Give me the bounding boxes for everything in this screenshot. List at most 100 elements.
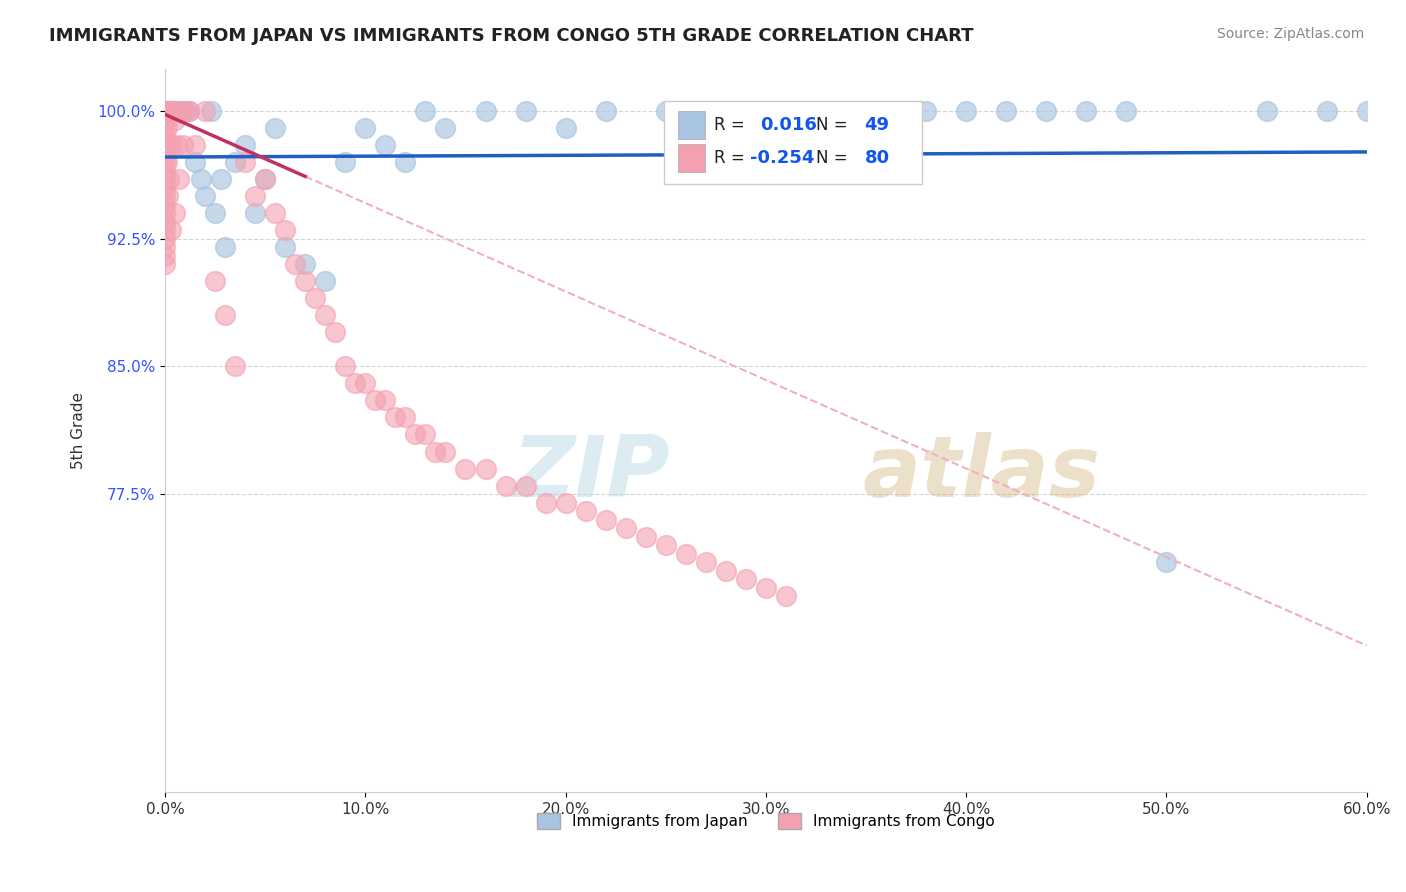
Point: [153, 180, 176, 194]
Point: [157, 104, 180, 119]
Point: [714, 564, 737, 578]
Point: [284, 257, 307, 271]
Point: [614, 521, 637, 535]
Point: [404, 427, 426, 442]
Point: [434, 444, 457, 458]
Point: [174, 104, 197, 119]
Point: [775, 589, 797, 603]
Point: [153, 197, 176, 211]
Point: [204, 206, 226, 220]
Text: -0.254: -0.254: [751, 149, 814, 167]
Point: [344, 376, 367, 391]
Point: [245, 189, 267, 203]
Point: [515, 104, 537, 119]
Point: [595, 513, 617, 527]
Point: [170, 104, 193, 119]
FancyBboxPatch shape: [664, 101, 922, 185]
Legend: Immigrants from Japan, Immigrants from Congo: Immigrants from Japan, Immigrants from C…: [530, 806, 1001, 835]
Text: R =: R =: [714, 149, 751, 167]
Point: [153, 146, 176, 161]
Point: [415, 104, 437, 119]
Point: [274, 240, 297, 254]
Point: [200, 104, 222, 119]
Point: [354, 376, 377, 391]
Point: [160, 138, 183, 153]
Point: [177, 104, 200, 119]
Point: [156, 121, 179, 136]
Point: [1355, 104, 1378, 119]
Point: [184, 138, 207, 153]
Text: atlas: atlas: [862, 432, 1099, 516]
Bar: [678, 145, 704, 172]
Point: [165, 104, 187, 119]
Text: 49: 49: [865, 116, 890, 134]
Point: [1076, 104, 1098, 119]
Point: [157, 104, 180, 119]
Point: [374, 138, 396, 153]
Point: [162, 104, 184, 119]
Point: [294, 274, 316, 288]
Text: R =: R =: [714, 116, 751, 134]
Text: N =: N =: [817, 116, 853, 134]
Point: [165, 112, 187, 127]
Point: [184, 155, 207, 169]
Point: [454, 461, 477, 475]
Point: [194, 104, 217, 119]
Point: [157, 172, 180, 186]
Point: [153, 206, 176, 220]
Bar: [678, 112, 704, 138]
Point: [153, 257, 176, 271]
Point: [755, 104, 778, 119]
Point: [1115, 104, 1137, 119]
Point: [177, 104, 200, 119]
Point: [335, 359, 357, 374]
Text: Source: ZipAtlas.com: Source: ZipAtlas.com: [1216, 27, 1364, 41]
Point: [165, 206, 187, 220]
Point: [364, 393, 387, 408]
Point: [434, 121, 457, 136]
Point: [1156, 555, 1178, 569]
Point: [170, 104, 193, 119]
Point: [304, 291, 326, 305]
Point: [374, 393, 396, 408]
Text: 80: 80: [865, 149, 890, 167]
Point: [755, 581, 778, 595]
Point: [204, 274, 226, 288]
Point: [335, 155, 357, 169]
Point: [153, 215, 176, 229]
Point: [162, 104, 184, 119]
Point: [233, 138, 256, 153]
Point: [160, 223, 183, 237]
Point: [714, 155, 737, 169]
Point: [157, 189, 180, 203]
Point: [995, 104, 1018, 119]
Point: [153, 189, 176, 203]
Point: [1256, 104, 1278, 119]
Point: [515, 478, 537, 492]
Point: [224, 155, 246, 169]
Point: [264, 121, 287, 136]
Point: [855, 104, 877, 119]
Point: [655, 538, 678, 552]
Point: [254, 172, 277, 186]
Point: [634, 530, 657, 544]
Point: [153, 129, 176, 144]
Point: [209, 172, 232, 186]
Point: [915, 104, 938, 119]
Point: [495, 478, 517, 492]
Point: [274, 223, 297, 237]
Point: [314, 274, 336, 288]
Point: [575, 504, 598, 518]
Point: [166, 104, 188, 119]
Point: [1396, 104, 1406, 119]
Point: [153, 121, 176, 136]
Point: [294, 257, 316, 271]
Point: [695, 555, 717, 569]
Point: [534, 495, 557, 509]
Text: ZIP: ZIP: [512, 432, 669, 516]
Point: [655, 104, 678, 119]
Point: [955, 104, 977, 119]
Point: [153, 155, 176, 169]
Point: [166, 138, 188, 153]
Point: [160, 104, 183, 119]
